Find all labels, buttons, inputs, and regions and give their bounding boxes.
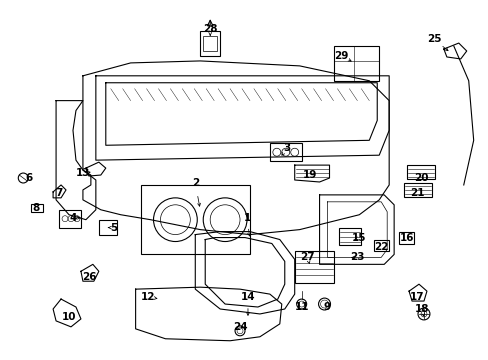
Text: 9: 9 (324, 302, 330, 312)
Bar (141, 185, 249, 255)
Bar (373, 239, 388, 251)
Bar (31, 204, 43, 212)
Text: 29: 29 (334, 51, 348, 61)
Bar (203, 36, 217, 51)
Text: 2: 2 (191, 178, 199, 188)
Text: 11: 11 (294, 302, 308, 312)
Text: 5: 5 (110, 222, 117, 233)
Text: 10: 10 (61, 312, 76, 322)
Text: 22: 22 (373, 243, 387, 252)
Bar (99, 220, 117, 235)
Bar (403, 183, 431, 197)
Text: 12: 12 (141, 292, 156, 302)
Bar (200, 31, 220, 56)
Text: 1: 1 (243, 213, 250, 223)
Bar (294, 251, 334, 283)
Text: 25: 25 (426, 34, 440, 44)
Text: 27: 27 (300, 252, 314, 262)
Text: 23: 23 (349, 252, 364, 262)
Text: 21: 21 (409, 188, 424, 198)
Text: 14: 14 (240, 292, 255, 302)
Text: 6: 6 (25, 173, 33, 183)
Text: 17: 17 (409, 292, 424, 302)
Bar (398, 231, 413, 243)
Bar (334, 46, 379, 81)
Bar (269, 143, 301, 161)
Text: 8: 8 (33, 203, 40, 213)
Text: 16: 16 (399, 233, 413, 243)
Text: 28: 28 (203, 24, 217, 34)
Bar (406, 165, 434, 179)
Text: 4: 4 (69, 213, 77, 223)
Bar (59, 210, 81, 228)
Text: 15: 15 (351, 233, 366, 243)
Text: 26: 26 (81, 272, 96, 282)
Bar (339, 228, 361, 246)
Text: 24: 24 (232, 322, 247, 332)
Text: 19: 19 (302, 170, 316, 180)
Text: 7: 7 (55, 188, 62, 198)
Text: 3: 3 (283, 143, 290, 153)
Text: 13: 13 (76, 168, 90, 178)
Text: 20: 20 (413, 173, 427, 183)
Text: 18: 18 (414, 304, 428, 314)
